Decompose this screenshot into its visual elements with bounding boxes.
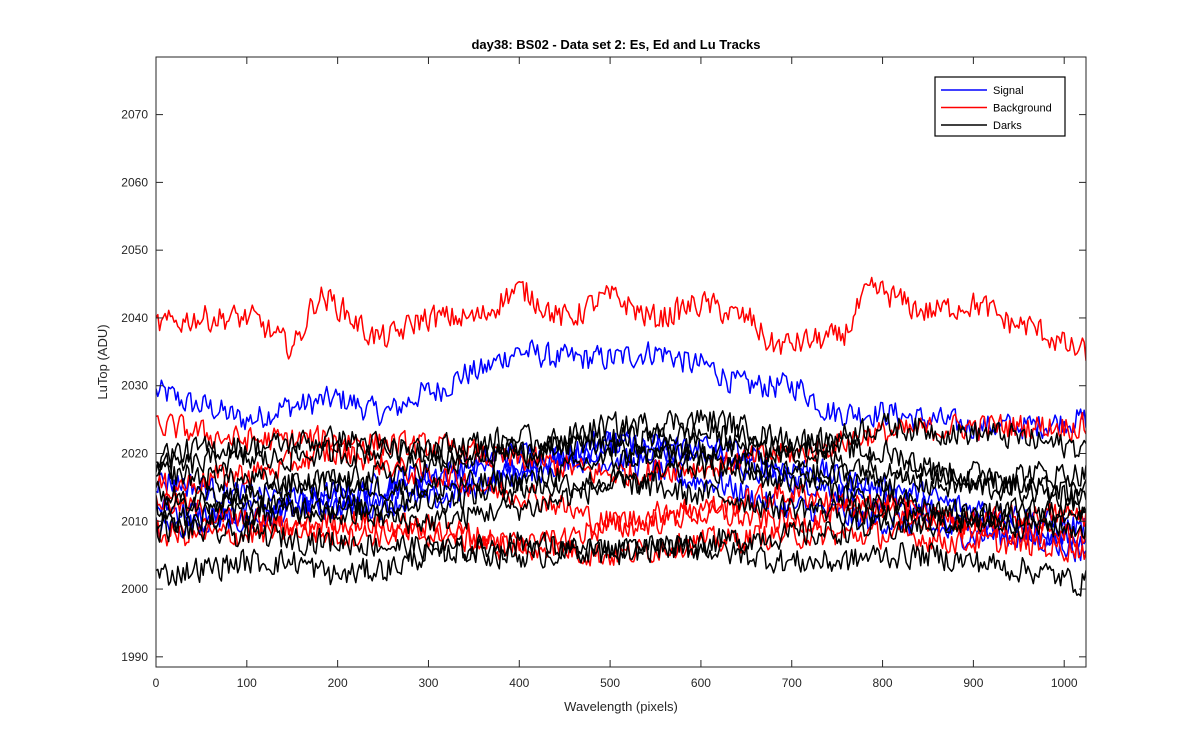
x-axis: 0 100 200 300 400 500 600 700 800 900 1000 xyxy=(153,57,1078,690)
y-tick-label: 2050 xyxy=(121,243,148,257)
x-tick-label: 900 xyxy=(963,676,983,690)
series-line-darks xyxy=(156,452,1086,535)
x-axis-label: Wavelength (pixels) xyxy=(564,699,678,714)
series-line-darks xyxy=(156,432,1086,504)
y-tick-label: 2020 xyxy=(121,447,148,461)
chart-title: day38: BS02 - Data set 2: Es, Ed and Lu … xyxy=(471,37,760,52)
y-tick-label: 1990 xyxy=(121,650,148,664)
series-line-darks xyxy=(156,423,1086,507)
series-line-background xyxy=(156,411,1086,488)
series-line-darks xyxy=(156,409,1086,522)
x-tick-label: 0 xyxy=(153,676,160,690)
legend-label: Signal xyxy=(993,85,1024,97)
x-tick-label: 400 xyxy=(509,676,529,690)
x-tick-label: 600 xyxy=(691,676,711,690)
x-tick-label: 300 xyxy=(418,676,438,690)
plot-frame xyxy=(155,56,1087,668)
y-tick-label: 2060 xyxy=(121,175,148,189)
series-line-background xyxy=(156,276,1086,361)
y-axis: 1990 2000 2010 2020 2030 2040 2050 2060 2070 xyxy=(121,108,1086,664)
x-tick-label: 700 xyxy=(782,676,802,690)
x-tick-label: 800 xyxy=(873,676,893,690)
y-tick-label: 2030 xyxy=(121,379,148,393)
series-line-darks xyxy=(156,503,1086,570)
y-tick-label: 2010 xyxy=(121,514,148,528)
legend-label: Background xyxy=(993,103,1052,115)
x-tick-label: 1000 xyxy=(1051,676,1078,690)
y-tick-label: 2000 xyxy=(121,582,148,596)
x-tick-label: 200 xyxy=(328,676,348,690)
y-tick-label: 2070 xyxy=(121,108,148,122)
legend-box xyxy=(934,76,1066,137)
legend-label: Darks xyxy=(993,120,1022,132)
series-line-darks xyxy=(156,412,1086,470)
y-tick-label: 2040 xyxy=(121,311,148,325)
x-tick-label: 500 xyxy=(600,676,620,690)
plot-area xyxy=(156,57,1086,667)
y-axis-label: LuTop (ADU) xyxy=(95,324,110,399)
x-tick-label: 100 xyxy=(237,676,257,690)
legend: Signal Background Darks xyxy=(934,76,1066,137)
series-layer xyxy=(156,276,1086,597)
series-line-darks xyxy=(156,531,1086,597)
